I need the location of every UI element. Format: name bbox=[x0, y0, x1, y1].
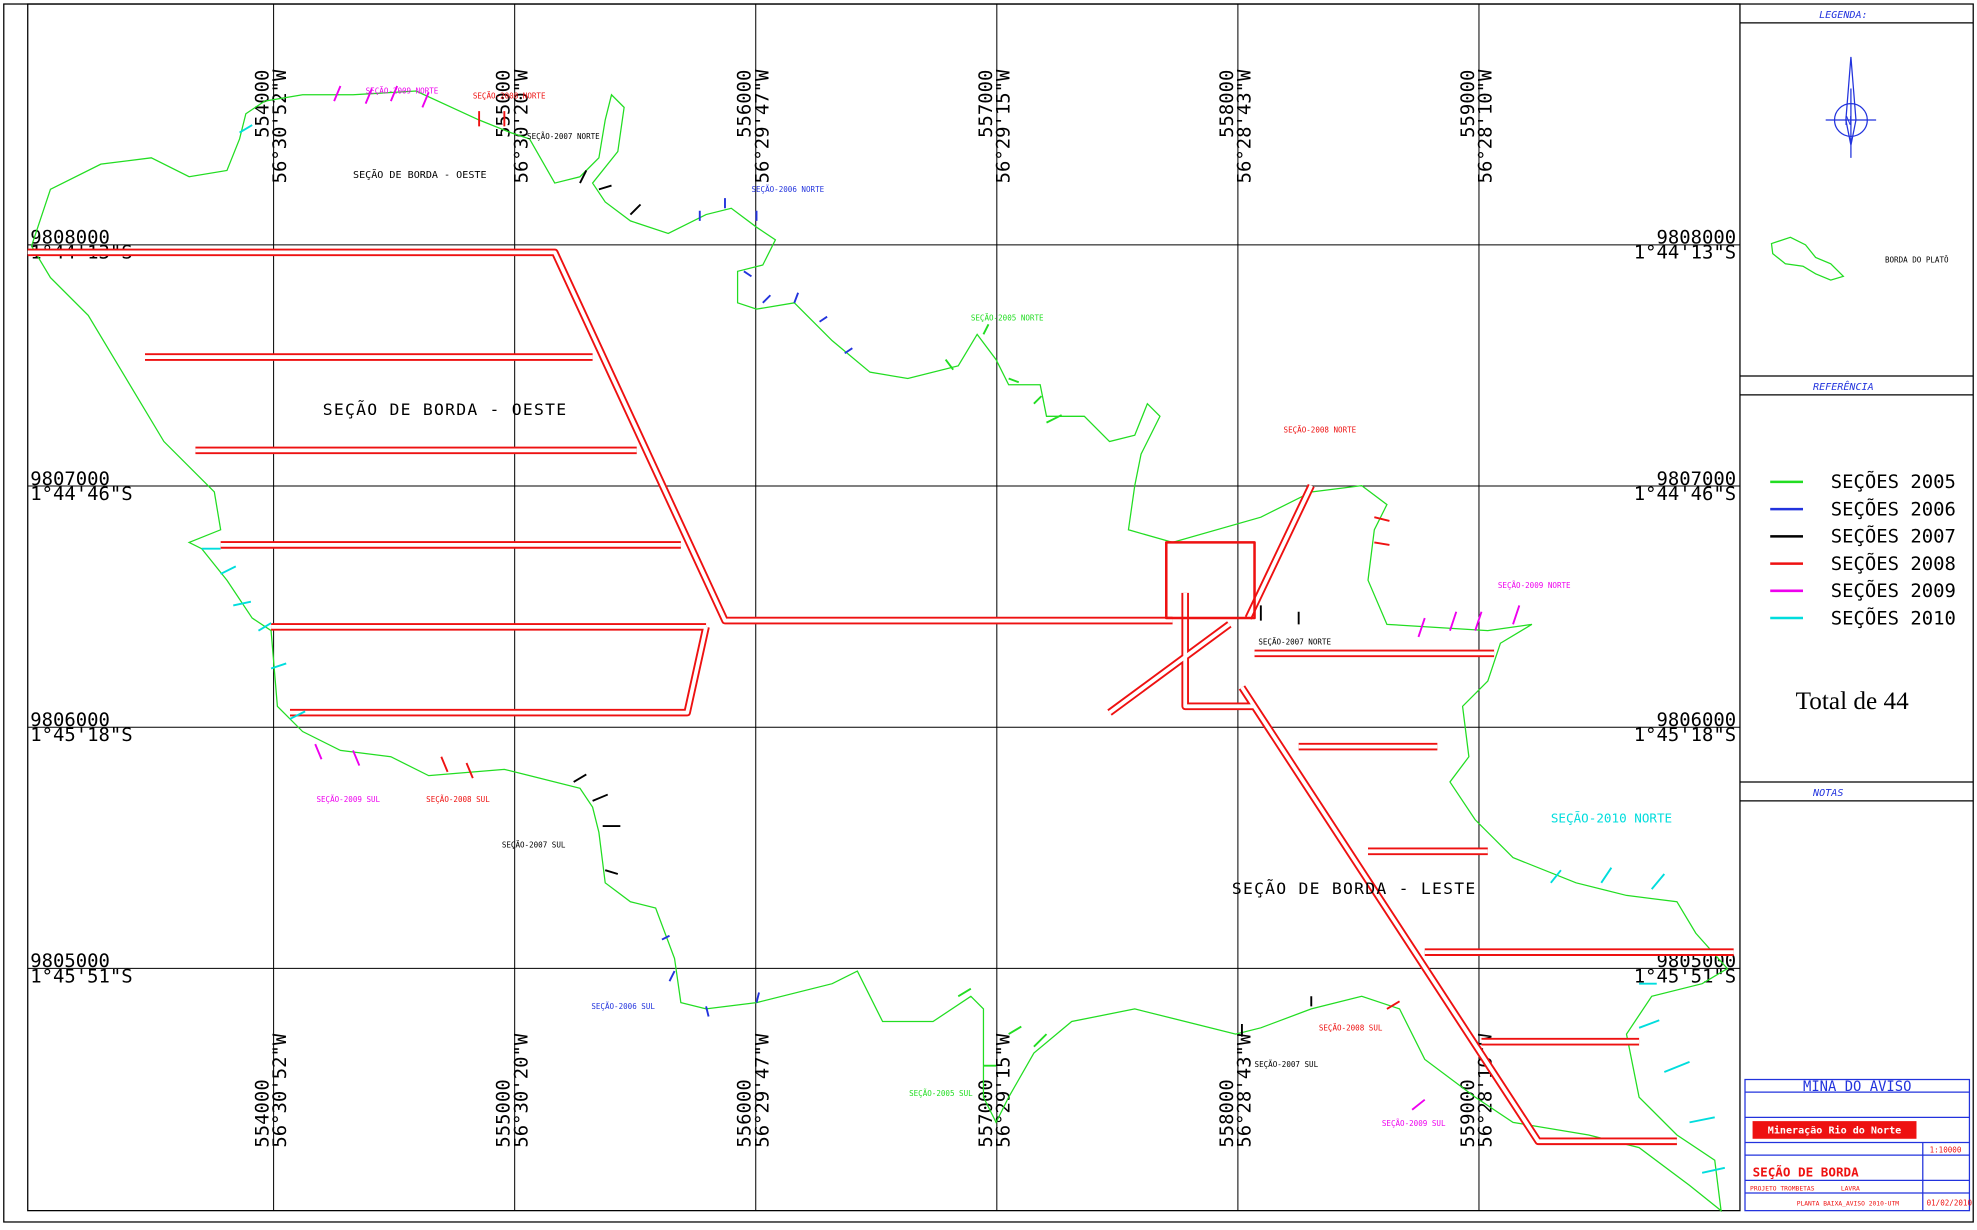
north-label: N bbox=[1845, 113, 1853, 128]
plateau-symbol bbox=[1770, 236, 1845, 281]
file-label: PLANTA BAIXA_AVISO 2010-UTM bbox=[1797, 1201, 1900, 1208]
legend-label: SEÇÕES 2006 bbox=[1831, 497, 1956, 520]
scale-label: 1:10000 bbox=[1930, 1146, 1962, 1155]
longitude-label: 56°29'47"W bbox=[751, 69, 773, 183]
easting-label: 559000 bbox=[1457, 70, 1479, 138]
legend-title: LEGENDA: bbox=[1819, 10, 1868, 21]
section-label: SEÇÃO-2008 NORTE bbox=[473, 92, 546, 101]
easting-label: 554000 bbox=[252, 1079, 274, 1147]
easting-label: 555000 bbox=[493, 70, 515, 138]
section-label: SEÇÃO-2010 NORTE bbox=[1551, 810, 1672, 825]
longitude-label: 56°30'20"W bbox=[510, 69, 532, 183]
latitude-label: 1°45'18"S bbox=[30, 724, 132, 746]
longitude-label: 56°28'10"W bbox=[1475, 69, 1497, 183]
latitude-label: 1°45'18"S bbox=[1634, 724, 1736, 746]
northing-label: 9806000 bbox=[30, 709, 110, 731]
title-block: MINA DO AVISO Mineração Rio do Norte 1:1… bbox=[1744, 1079, 1973, 1212]
area-label: LAVRA bbox=[1841, 1185, 1860, 1192]
map-frame bbox=[27, 3, 1741, 1212]
section-label: SEÇÃO-2009 NORTE bbox=[366, 87, 439, 96]
date-label: 01/02/2010 bbox=[1927, 1199, 1973, 1208]
easting-label: 556000 bbox=[734, 70, 756, 138]
legend-label: SEÇÕES 2009 bbox=[1831, 579, 1956, 602]
longitude-label: 56°29'15"W bbox=[992, 1033, 1014, 1147]
plateau-outline bbox=[30, 90, 1729, 1213]
easting-label: 558000 bbox=[1216, 1079, 1238, 1147]
northing-label: 9807000 bbox=[1656, 468, 1736, 490]
sheet-frame bbox=[3, 3, 1974, 1223]
map-labels: SEÇÃO DE BORDA - OESTE SEÇÃO DE BORDA - … bbox=[316, 87, 1672, 1129]
haul-roads bbox=[27, 248, 1734, 1146]
latitude-label: 1°44'46"S bbox=[1634, 483, 1736, 505]
longitude-label: 56°28'43"W bbox=[1234, 69, 1256, 183]
northing-label: 9808000 bbox=[1656, 227, 1736, 249]
legend-heading: REFERÊNCIA bbox=[1813, 380, 1874, 393]
section-label: SEÇÃO-2007 SUL bbox=[1255, 1060, 1319, 1069]
legend-entries: SEÇÕES 2005 SEÇÕES 2006 SEÇÕES 2007 SEÇÕES … bbox=[1770, 470, 1956, 629]
easting-label: 554000 bbox=[252, 70, 274, 138]
section-label: SEÇÃO-2009 SUL bbox=[316, 795, 380, 804]
section-label: SEÇÃO-2009 NORTE bbox=[1498, 581, 1571, 590]
legend-label: SEÇÕES 2005 bbox=[1831, 470, 1956, 493]
project-label: PROJETO TROMBETAS bbox=[1750, 1185, 1815, 1192]
legend-heading: NOTAS bbox=[1812, 788, 1843, 799]
legend-panel: LEGENDA: N BORDA DO PLATÔ REFERÊNCIA SEÇ… bbox=[1739, 10, 1974, 802]
section-label: SEÇÃO-2007 NORTE bbox=[1258, 638, 1331, 647]
section-label: SEÇÃO-2008 NORTE bbox=[1284, 426, 1357, 435]
northing-label: 9805000 bbox=[30, 950, 110, 972]
easting-label: 556000 bbox=[734, 1079, 756, 1147]
latitude-label: 1°44'13"S bbox=[1634, 242, 1736, 264]
easting-label: 557000 bbox=[975, 70, 997, 138]
latitude-label: 1°45'51"S bbox=[1634, 965, 1736, 987]
section-label: SEÇÃO-2008 SUL bbox=[426, 795, 490, 804]
longitude-label: 56°30'20"W bbox=[510, 1033, 532, 1147]
longitude-label: 56°29'15"W bbox=[992, 69, 1014, 183]
section-ticks bbox=[201, 85, 1726, 1174]
company-name: Mineração Rio do Norte bbox=[1768, 1125, 1902, 1137]
legend-label: SEÇÕES 2007 bbox=[1831, 525, 1956, 548]
grid: 55400056°30'52"W55400056°30'52"W55500056… bbox=[27, 4, 1740, 1211]
longitude-label: 56°29'47"W bbox=[751, 1033, 773, 1147]
section-label: SEÇÃO-2005 SUL bbox=[909, 1089, 973, 1098]
northing-label: 9807000 bbox=[30, 468, 110, 490]
northing-label: 9806000 bbox=[1656, 709, 1736, 731]
legend-label: SEÇÕES 2008 bbox=[1831, 552, 1956, 575]
section-label: SEÇÃO-2005 NORTE bbox=[971, 313, 1044, 322]
easting-label: 555000 bbox=[493, 1079, 515, 1147]
section-label: SEÇÃO-2006 SUL bbox=[591, 1002, 655, 1011]
legend-label: BORDA DO PLATÔ bbox=[1885, 255, 1949, 264]
section-label: SEÇÃO-2007 NORTE bbox=[527, 132, 600, 141]
latitude-label: 1°45'51"S bbox=[30, 965, 132, 987]
easting-label: 558000 bbox=[1216, 70, 1238, 138]
drawing-title: SEÇÃO DE BORDA bbox=[1753, 1165, 1860, 1180]
north-arrow: N bbox=[1825, 56, 1877, 158]
northing-label: 9808000 bbox=[30, 227, 110, 249]
section-label: SEÇÃO-2008 SUL bbox=[1319, 1023, 1383, 1032]
easting-label: 557000 bbox=[975, 1079, 997, 1147]
longitude-label: 56°30'52"W bbox=[269, 1033, 291, 1147]
section-label: SEÇÃO-2007 SUL bbox=[502, 841, 566, 850]
longitude-label: 56°28'43"W bbox=[1234, 1033, 1256, 1147]
section-label: SEÇÃO-2006 NORTE bbox=[751, 185, 824, 194]
region-label: SEÇÃO DE BORDA - LESTE bbox=[1232, 879, 1477, 898]
region-label: SEÇÃO DE BORDA - OESTE bbox=[353, 168, 486, 181]
longitude-label: 56°30'52"W bbox=[269, 69, 291, 183]
region-label: SEÇÃO DE BORDA - OESTE bbox=[323, 400, 568, 419]
section-label: SEÇÃO-2009 SUL bbox=[1382, 1119, 1446, 1128]
longitude-label: 56°28'10"W bbox=[1475, 1033, 1497, 1147]
total-label: Total de 44 bbox=[1796, 688, 1909, 715]
mine-name: MINA DO AVISO bbox=[1803, 1079, 1911, 1095]
legend-label: SEÇÕES 2010 bbox=[1831, 606, 1956, 629]
latitude-label: 1°44'46"S bbox=[30, 483, 132, 505]
